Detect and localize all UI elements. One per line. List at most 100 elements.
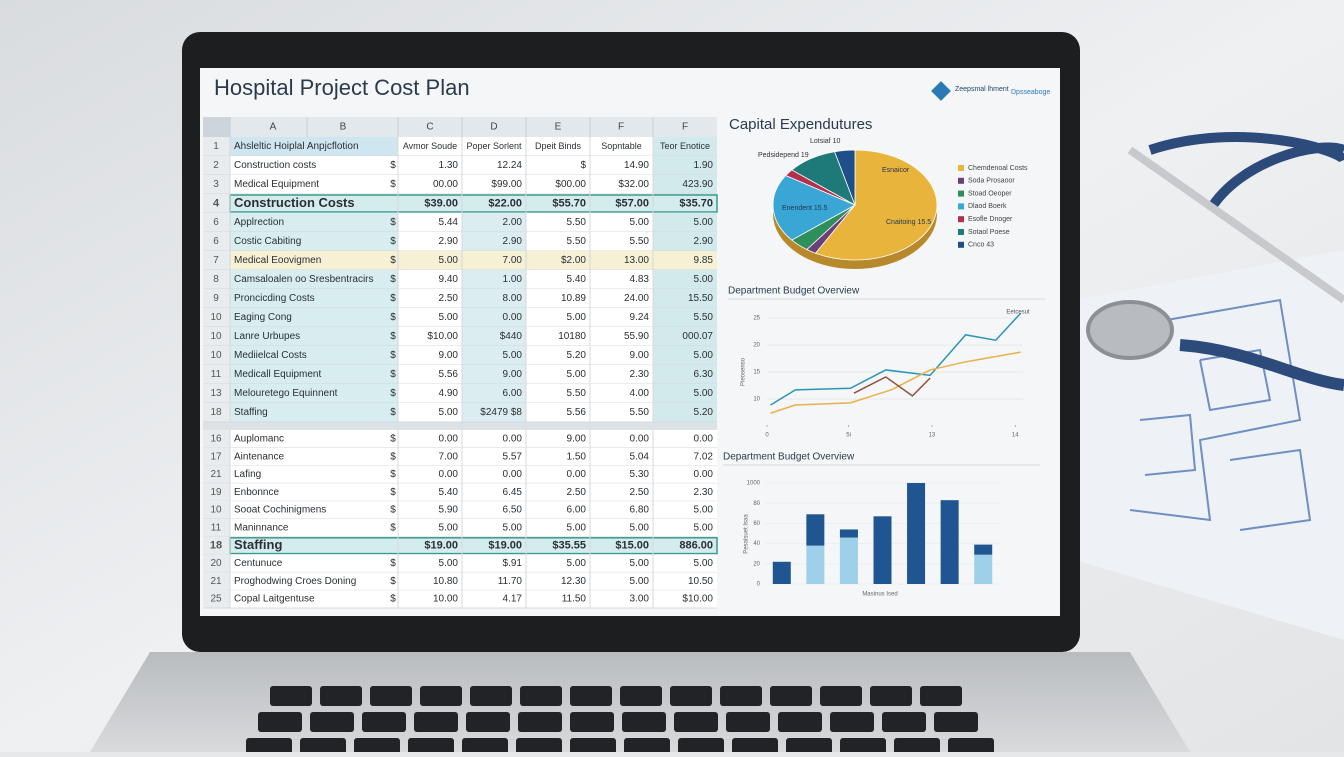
cell: 8.00: [503, 293, 523, 304]
cell: 5.00: [694, 505, 714, 516]
row-number-bg: [203, 251, 230, 270]
cell: 9.24: [630, 312, 650, 323]
key: [362, 712, 406, 732]
legend-label: Dlaod Boerk: [968, 203, 1007, 210]
line-series: [853, 376, 931, 397]
stethoscope-chest-piece: [1086, 300, 1174, 360]
x-axis-label: Masinus Ised: [862, 592, 897, 598]
cell: Avmor Soude: [403, 141, 457, 151]
cell: 17: [210, 451, 222, 462]
cell: 0.00: [694, 434, 714, 445]
label-cell-bg: [230, 232, 398, 251]
key: [246, 738, 292, 757]
pie-slice: [772, 175, 856, 241]
key: [720, 686, 762, 706]
legend-label: Sotaol Poese: [968, 229, 1010, 236]
key: [520, 686, 562, 706]
stethoscope-tube: [1179, 339, 1344, 391]
row-label: Ahsleltic Hoiplal Anpjcflotion: [234, 141, 359, 152]
cell: 2.90: [694, 236, 714, 247]
cell: $: [390, 523, 396, 534]
column-bg: [653, 213, 717, 232]
key: [570, 686, 612, 706]
pie-slice: [834, 149, 856, 206]
label-cell-bg: [230, 346, 398, 365]
y-axis-label: Pesalsuet Isaa: [744, 514, 750, 554]
row-label: Proncicding Costs: [234, 293, 315, 304]
cell: 1.50: [567, 451, 587, 462]
cell: 4.90: [439, 388, 459, 399]
column-bg: [653, 270, 717, 289]
cell: 5.20: [567, 350, 587, 361]
bar: [974, 554, 993, 584]
logo-text: Zeepsmal lhment: [955, 86, 1009, 93]
row-label: Sooat Cochinigmens: [234, 505, 326, 516]
cell: $32.00: [618, 179, 649, 190]
cell: 21: [210, 469, 222, 480]
cell: $: [390, 388, 396, 399]
row-label: Copal Laitgentuse: [234, 594, 315, 605]
row-label: Construction Costs: [234, 195, 355, 210]
row-number-bg: [203, 232, 230, 251]
cell: 5.00: [439, 255, 459, 266]
bar: [907, 483, 926, 584]
cell: $: [390, 594, 396, 605]
row-number-bg: [203, 465, 230, 484]
row-label: Eaging Cong: [234, 312, 292, 323]
cell: 5.00: [694, 523, 714, 534]
label-cell-bg: [230, 384, 398, 403]
cell: 5.00: [439, 523, 459, 534]
row-number-bg: [203, 572, 230, 591]
cell: 13.00: [624, 255, 649, 266]
stethoscope-metal: [1127, 146, 1344, 304]
y-tick-label: 1000: [747, 481, 761, 487]
cell: $: [390, 469, 396, 480]
logo-subtext: Dpsseaboge: [1011, 89, 1050, 96]
cell: 5.00: [630, 576, 650, 587]
cell: $2479 $8: [480, 407, 522, 418]
y-tick-label: 20: [753, 561, 760, 567]
bar: [806, 514, 825, 546]
key: [414, 712, 458, 732]
key: [270, 686, 312, 706]
cell: 13: [210, 388, 222, 399]
cell: 5.00: [694, 388, 714, 399]
y-tick-label: 25: [753, 316, 760, 322]
legend-label: Soda Prosaoor: [968, 178, 1015, 185]
cell: 5.00: [567, 558, 587, 569]
cell: 4.00: [630, 388, 650, 399]
charts: Capital Expendutures Chemdenoal Costs Soda…: [723, 116, 1045, 598]
key: [894, 738, 940, 757]
cell: 5.00: [694, 217, 714, 228]
cell: 7.00: [439, 451, 459, 462]
cell: 10.80: [433, 576, 458, 587]
column-bg: [653, 289, 717, 308]
bar: [772, 561, 791, 584]
key: [408, 738, 454, 757]
key: [726, 712, 770, 732]
cell: Teor Enotice: [660, 141, 710, 151]
cell: $: [390, 451, 396, 462]
row-label: Maninnance: [234, 523, 289, 534]
cell: 5.20: [694, 407, 714, 418]
row-label: Construction costs: [234, 160, 316, 171]
column-bg: [653, 137, 717, 156]
row-bg: [203, 554, 717, 573]
key: [830, 712, 874, 732]
sheet-title: Hospital Project Cost Plan: [214, 75, 470, 100]
row-label: Medical Equipment: [234, 179, 319, 190]
key: [570, 712, 614, 732]
cell: 10: [210, 505, 222, 516]
key: [470, 686, 512, 706]
cell: 0.00: [694, 469, 714, 480]
cell: 1.30: [439, 160, 459, 171]
cell: 1.90: [694, 160, 714, 171]
cell: 9.00: [503, 369, 523, 380]
label-cell-bg: [230, 213, 398, 232]
cell: 6.00: [503, 388, 523, 399]
cell: 5.44: [439, 217, 459, 228]
column-header: A: [270, 122, 277, 133]
row-number-bg: [203, 213, 230, 232]
cell: 5.00: [503, 350, 523, 361]
cell: 6: [213, 236, 219, 247]
